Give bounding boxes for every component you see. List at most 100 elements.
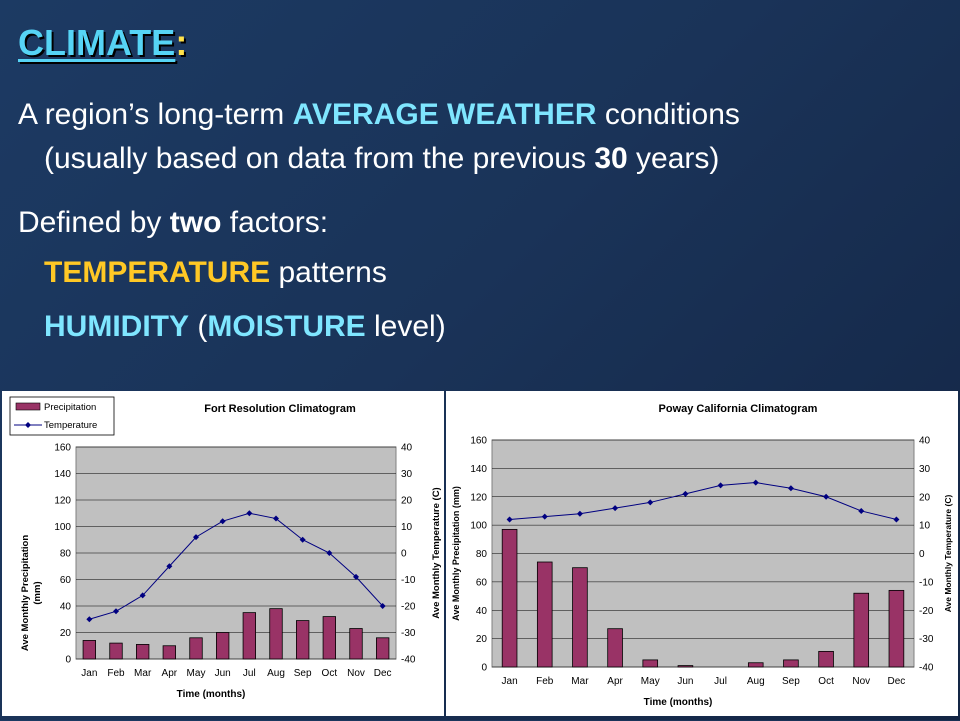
definition-line-1: A region’s long-term AVERAGE WEATHER con…	[18, 98, 740, 132]
title-colon: :	[175, 22, 188, 63]
x-tick-label: Feb	[536, 676, 554, 687]
x-tick-label: Jan	[502, 676, 518, 687]
x-tick-label: Nov	[347, 668, 365, 679]
y-tick-label: 60	[476, 577, 488, 588]
temperature-point	[219, 518, 226, 525]
y2-axis-title: Ave Monthly Temperature (C)	[943, 495, 953, 613]
y-tick-label: 0	[65, 655, 71, 666]
y-axis-title: Ave Monthly Precipitation(mm)	[20, 535, 43, 651]
definition-paren-text: (usually based on data from the previous	[44, 142, 595, 175]
definition-paren-end: years)	[627, 142, 720, 175]
temperature-point	[682, 490, 689, 497]
y-tick-label: 0	[481, 663, 487, 674]
temperature-point	[353, 573, 359, 580]
temperature-point	[86, 616, 93, 623]
precipitation-bar	[853, 592, 870, 668]
temperature-point	[787, 485, 794, 492]
y2-tick-label: -10	[919, 577, 934, 588]
precipitation-bar	[269, 608, 283, 660]
precipitation-bar	[349, 628, 363, 660]
x-tick-label: Jun	[677, 676, 693, 687]
temperature-rest: patterns	[270, 256, 387, 289]
legend-temp-label: Temperature	[44, 420, 97, 431]
y-axis-title: Ave Monthly Precipitation (mm)	[451, 486, 461, 621]
y2-tick-label: 30	[919, 464, 931, 475]
y2-tick-label: -30	[401, 628, 416, 639]
x-axis-title: Time (months)	[644, 697, 713, 708]
temperature-highlight: TEMPERATURE	[44, 256, 271, 289]
y2-tick-label: 40	[919, 436, 931, 447]
humidity-highlight: HUMIDITY	[44, 310, 189, 343]
chart-title: Poway California Climatogram	[659, 403, 818, 415]
x-tick-label: Oct	[818, 676, 834, 687]
y2-tick-label: -40	[919, 663, 934, 674]
x-tick-label: Aug	[267, 668, 285, 679]
x-tick-label: Feb	[107, 668, 125, 679]
y2-tick-label: 10	[919, 521, 931, 532]
temperature-line	[509, 482, 897, 520]
y2-tick-label: -30	[919, 634, 934, 645]
y2-tick-label: -10	[401, 575, 416, 586]
y-tick-label: 80	[60, 549, 72, 560]
y2-tick-label: -20	[401, 602, 416, 613]
precipitation-bar	[189, 637, 203, 660]
factors-text: Defined by	[18, 206, 170, 239]
humidity-rest: level)	[365, 310, 446, 343]
temperature-point	[273, 515, 279, 522]
fort-resolution-climatogram: 0 20 40 60 80 100 120 140 160 -40 -30 -20 -10 0 10 20 30…	[9, 396, 442, 700]
y-tick-label: 100	[54, 522, 71, 533]
precipitation-bar	[572, 567, 588, 668]
y2-tick-label: -20	[919, 606, 934, 617]
y2-tick-label: -40	[401, 655, 416, 666]
temperature-point	[326, 550, 333, 556]
x-tick-label: May	[641, 676, 660, 687]
precipitation-bar	[783, 659, 799, 668]
temperature-point	[647, 499, 654, 506]
precipitation-bar	[109, 642, 123, 660]
y-tick-label: 160	[54, 443, 71, 454]
y-tick-label: 20	[476, 634, 488, 645]
temperature-line	[89, 512, 384, 620]
humidity-open-paren: (	[189, 310, 208, 343]
y2-tick-label: 40	[401, 443, 413, 454]
x-tick-label: Jun	[215, 668, 231, 679]
y2-axis-title: Ave Monthly Temperature (C)	[431, 487, 442, 618]
fort-resolution-chart-panel: 0 20 40 60 80 100 120 140 160 -40 -30 -20 -10 0 10 20 30…	[2, 391, 444, 716]
y-tick-label: 60	[60, 575, 72, 586]
temperature-point	[858, 507, 865, 514]
precipitation-bar	[818, 650, 834, 668]
precipitation-bar	[295, 620, 310, 660]
precipitation-bar	[215, 632, 230, 660]
precipitation-bar	[747, 662, 764, 668]
factors-text-end: factors:	[221, 206, 329, 239]
precipitation-bar	[888, 589, 905, 668]
precipitation-bar	[162, 645, 176, 660]
x-tick-label: Oct	[322, 668, 338, 679]
y-tick-label: 40	[60, 602, 72, 613]
temperature-point	[139, 592, 146, 599]
slide-title: CLIMATE:	[18, 22, 187, 64]
x-tick-label: Sep	[782, 676, 800, 687]
chart-title: Fort Resolution Climatogram	[204, 403, 356, 415]
x-tick-label: Mar	[134, 668, 152, 679]
precipitation-bar	[642, 659, 659, 668]
definition-text-end: conditions	[596, 98, 740, 131]
precipitation-bar	[135, 644, 150, 660]
temperature-point	[893, 516, 900, 523]
title-text: CLIMATE	[18, 22, 176, 63]
y2-tick-label: 0	[401, 549, 407, 560]
y2-tick-label: 30	[401, 469, 413, 480]
x-tick-label: Sep	[294, 668, 312, 679]
x-tick-label: Jul	[243, 668, 256, 679]
temperature-point	[752, 479, 759, 486]
definition-text: A region’s long-term	[18, 98, 293, 131]
y-tick-label: 160	[470, 436, 487, 447]
poway-climatogram: 0 20 40 60 80 100 120 140 160 -40 -30 -20 -10 0 10 20 30…	[451, 403, 953, 708]
y-tick-label: 40	[476, 606, 488, 617]
y2-tick-label: 20	[401, 496, 413, 507]
precipitation-bar	[677, 665, 694, 668]
y-tick-label: 140	[54, 469, 71, 480]
x-tick-label: Apr	[162, 668, 178, 679]
precipitation-bar	[322, 616, 337, 660]
temperature-point	[299, 536, 306, 543]
